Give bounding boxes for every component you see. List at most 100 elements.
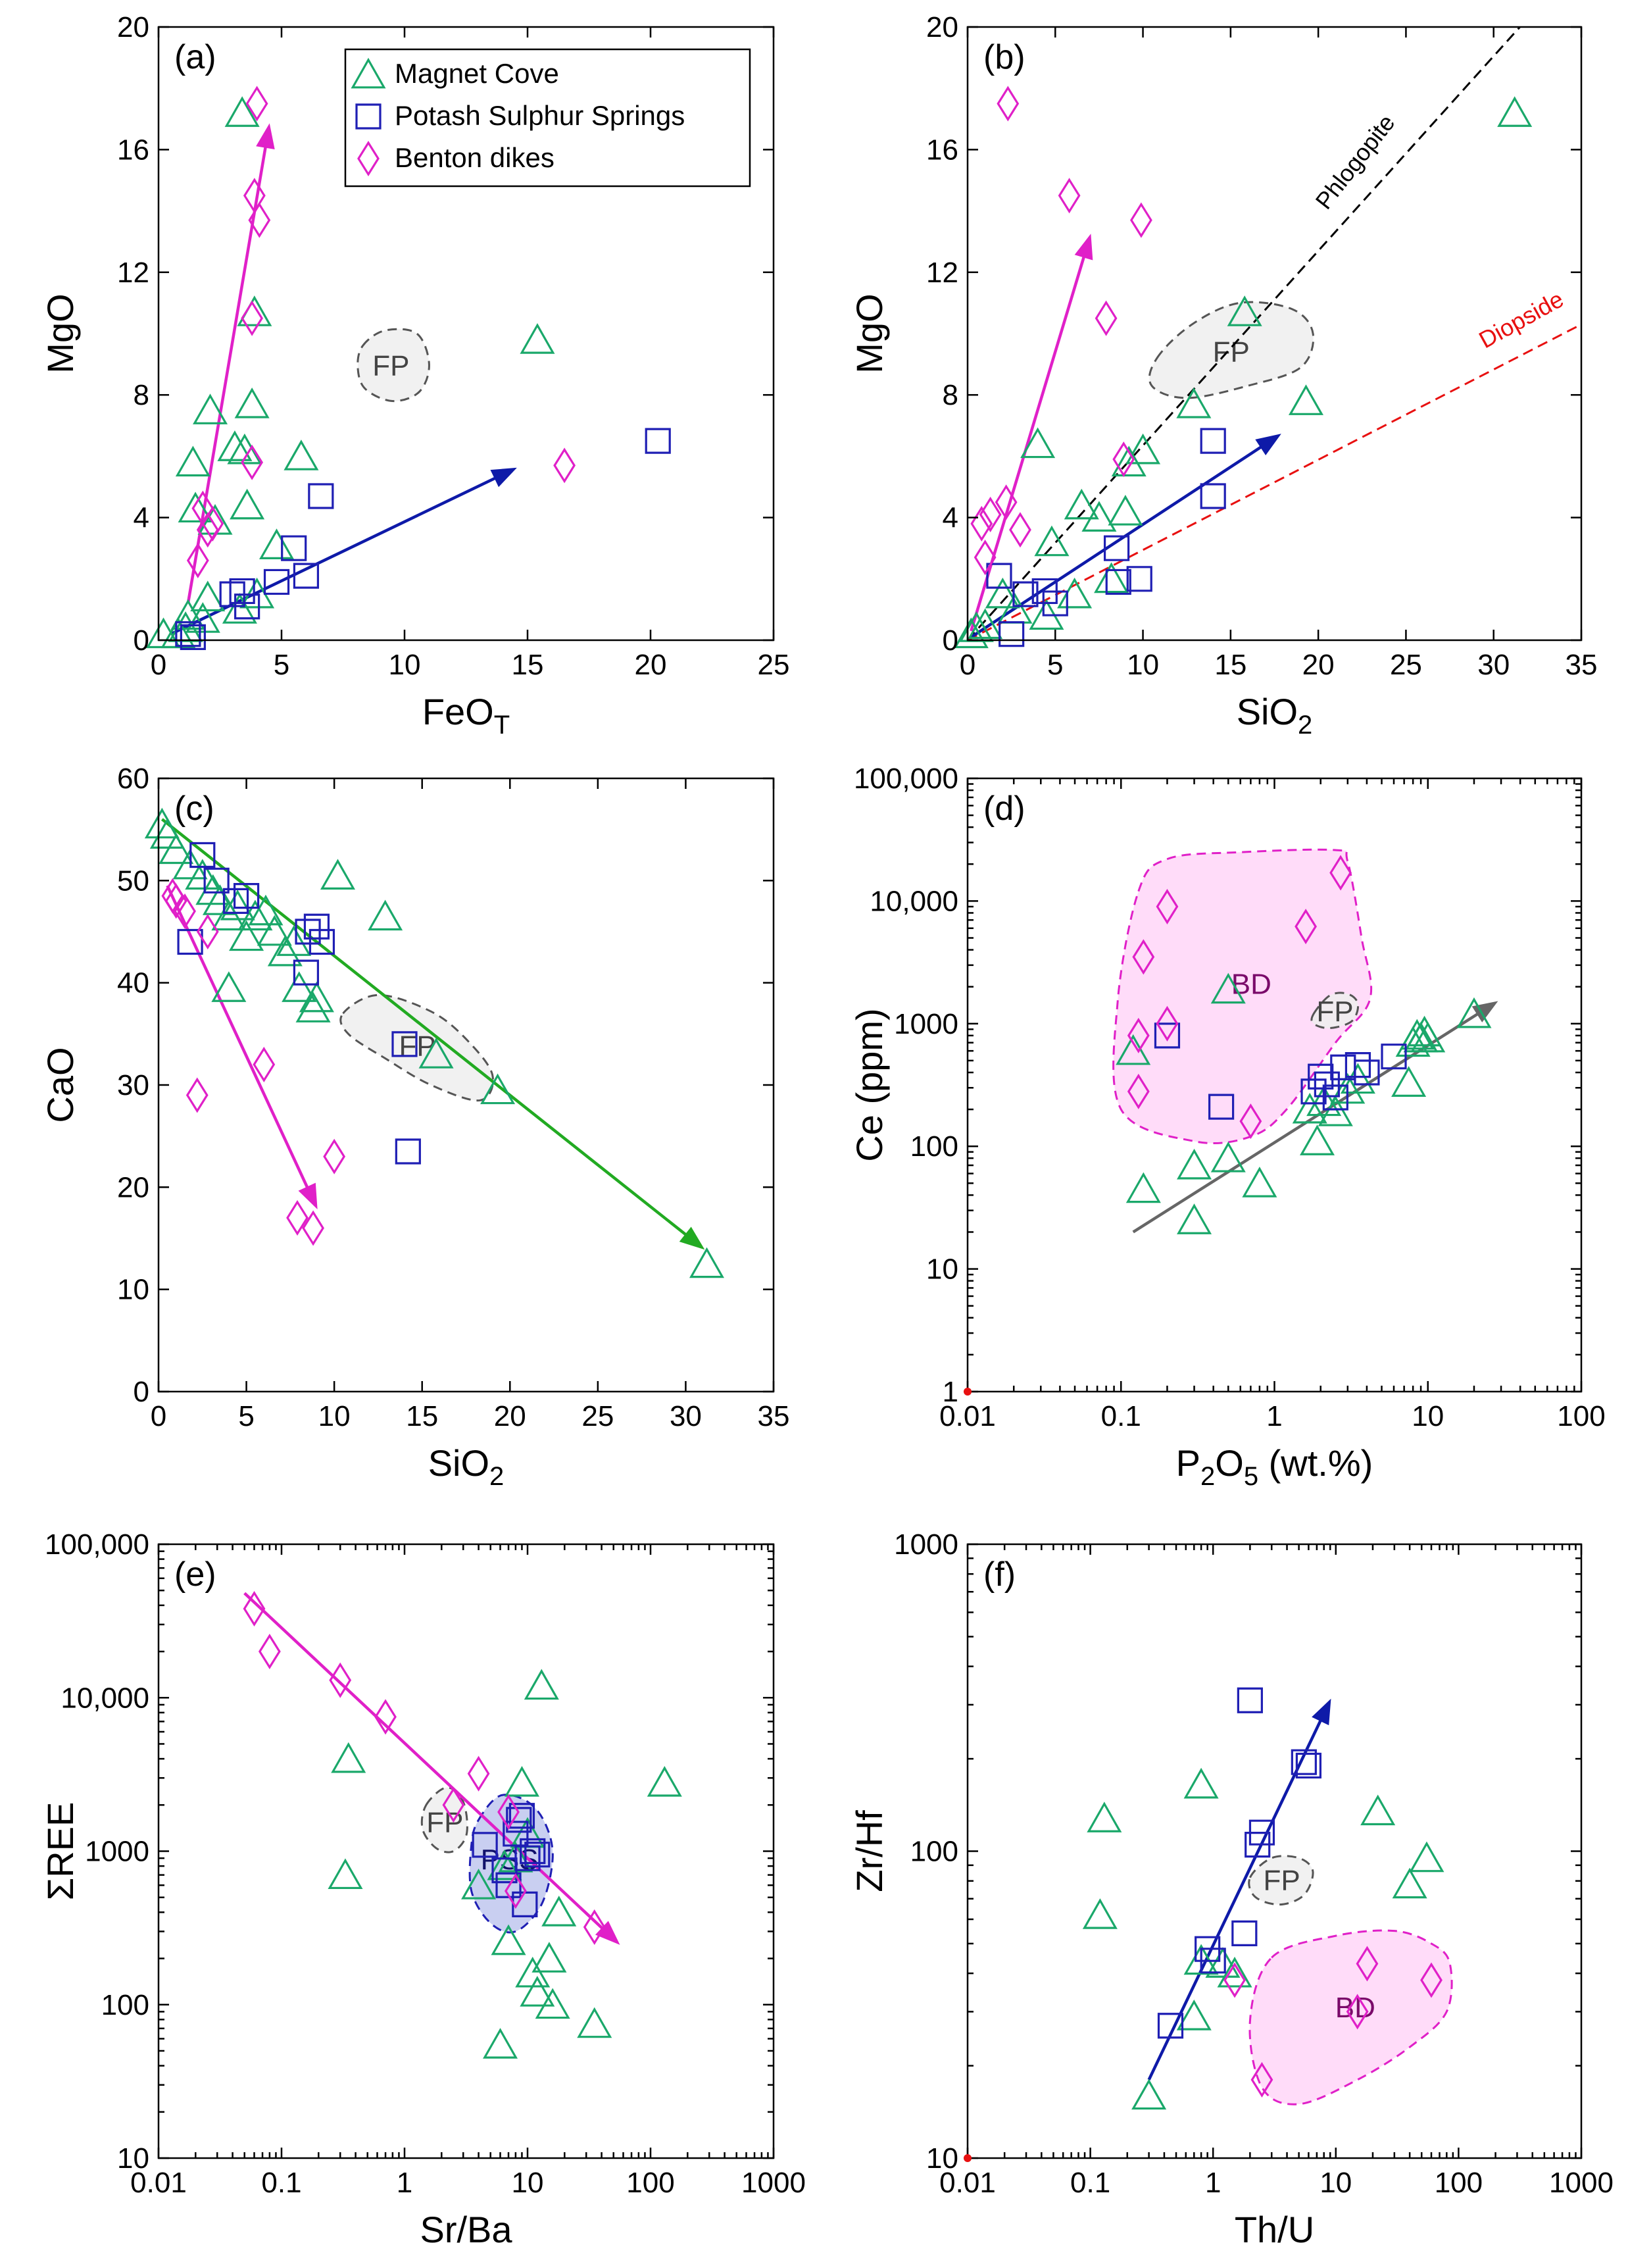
data-point-mc	[1456, 997, 1492, 1028]
data-point-mc	[224, 96, 260, 127]
data-point-bd	[997, 86, 1020, 122]
y-axis-label: Ce (ppm)	[849, 1008, 890, 1161]
panel-label: (d)	[983, 790, 1025, 828]
data-point-bd	[302, 1210, 324, 1246]
data-point-bd	[467, 1755, 490, 1792]
data-point-mc	[175, 445, 210, 477]
data-point-mc	[1318, 1096, 1353, 1126]
y-tick-label: 16	[926, 134, 958, 166]
trend-arrow-line	[166, 885, 309, 1188]
y-tick-label: 10,000	[870, 885, 958, 917]
data-point-pss	[520, 1838, 546, 1865]
data-point-mc	[953, 617, 989, 649]
legend-item-benton-dikes: Benton dikes	[357, 140, 555, 177]
data-point-pss	[1157, 2013, 1184, 2039]
data-point-pss	[189, 842, 216, 869]
data-point-mc	[1300, 1124, 1335, 1155]
field-label-bd: BD	[1231, 969, 1271, 1001]
x-tick-label: 100	[626, 2167, 674, 2199]
data-point-mc	[222, 593, 257, 624]
data-point-mc	[1034, 525, 1070, 557]
data-point-mc	[1064, 488, 1099, 520]
x-tick-label: 20	[494, 1400, 526, 1432]
x-axis-label: FeOT	[422, 691, 510, 740]
y-axis-label: CaO	[39, 1047, 81, 1122]
data-point-pss	[495, 1872, 522, 1898]
data-point-bd	[970, 505, 993, 542]
x-tick-label: 100	[1557, 1400, 1605, 1432]
trend-arrow-line	[1147, 1719, 1322, 2080]
data-point-mc	[220, 889, 255, 920]
data-point-bd	[243, 1591, 266, 1627]
x-tick-label: 25	[1390, 649, 1422, 681]
plot-frame	[966, 26, 1583, 642]
data-point-mc	[1176, 387, 1212, 418]
x-tick-label: 0	[151, 649, 166, 681]
trend-arrow-head	[1255, 434, 1281, 456]
data-point-pss	[1103, 535, 1130, 561]
data-point-mc	[193, 393, 228, 424]
x-tick-label: 0.01	[130, 2167, 187, 2199]
data-point-bd	[196, 913, 219, 950]
data-point-bd	[323, 1138, 346, 1174]
x-tick-label: 0.01	[939, 1400, 996, 1432]
data-point-pss	[1200, 428, 1226, 454]
data-point-pss	[1126, 566, 1152, 592]
x-axis-label: SiO2	[428, 1442, 505, 1491]
data-point-pss	[1012, 581, 1039, 607]
x-tick-label: 1	[397, 2167, 412, 2199]
x-axis-label-subscript: 2	[1298, 711, 1312, 740]
data-point-mc	[1392, 1867, 1427, 1899]
data-point-pss	[472, 1832, 498, 1858]
panel-label: (a)	[174, 38, 216, 76]
legend-label-benton-dikes: Benton dikes	[395, 142, 555, 173]
data-point-mc	[1399, 1019, 1435, 1050]
y-tick-label: 10	[926, 1253, 958, 1286]
data-point-mc	[461, 1869, 497, 1900]
legend-square-icon	[355, 103, 382, 130]
trend-arrow-head	[1312, 1698, 1331, 1726]
origin-marker	[964, 2154, 972, 2162]
data-point-mc	[1288, 384, 1323, 415]
data-point-bd	[1112, 441, 1135, 478]
data-point-mc	[1125, 1172, 1161, 1203]
data-point-pss	[1291, 1749, 1317, 1775]
data-point-mc	[248, 894, 284, 926]
data-point-mc	[1360, 1794, 1396, 1826]
data-point-bd	[245, 86, 268, 122]
data-point-pss	[263, 568, 290, 595]
y-tick-label: 100,000	[45, 1528, 149, 1561]
data-point-mc	[172, 848, 208, 880]
data-point-mc	[1081, 501, 1117, 532]
y-tick-label: 1	[943, 1376, 958, 1408]
x-axis-label-text: FeO	[422, 691, 494, 732]
y-tick-label: 10	[926, 2142, 958, 2175]
x-axis-label-subscript: 2	[489, 1462, 504, 1491]
data-point-bd	[1009, 512, 1031, 548]
data-point-mc	[295, 992, 331, 1022]
y-axis-label: Zr/Hf	[849, 1810, 890, 1892]
data-point-bd	[1420, 1962, 1443, 1998]
data-point-mc	[1108, 495, 1143, 526]
trend-arrow-head	[679, 1226, 705, 1250]
data-point-pss	[293, 959, 319, 986]
data-point-bd	[248, 202, 271, 238]
y-axis-label: MgO	[39, 293, 81, 373]
x-axis-label-text: SiO	[1237, 691, 1298, 732]
y-tick-label: 20	[117, 11, 149, 43]
data-point-bd	[1239, 1103, 1262, 1140]
x-axis-label: Sr/Ba	[420, 2209, 512, 2250]
data-point-pss	[1031, 578, 1058, 605]
data-point-pss	[1154, 1022, 1181, 1049]
data-point-pss	[986, 563, 1012, 589]
trend-arrow-line	[170, 476, 496, 636]
data-point-mc	[483, 2028, 518, 2059]
y-tick-label: 60	[117, 763, 149, 795]
y-tick-label: 4	[943, 502, 958, 534]
x-tick-label: 30	[670, 1400, 702, 1432]
y-tick-label: 20	[117, 1171, 149, 1203]
y-tick-label: 0	[943, 624, 958, 657]
data-point-mc	[1292, 1092, 1327, 1124]
data-point-pss	[281, 535, 307, 561]
x-axis-label-subscript: 2	[1200, 1462, 1215, 1491]
